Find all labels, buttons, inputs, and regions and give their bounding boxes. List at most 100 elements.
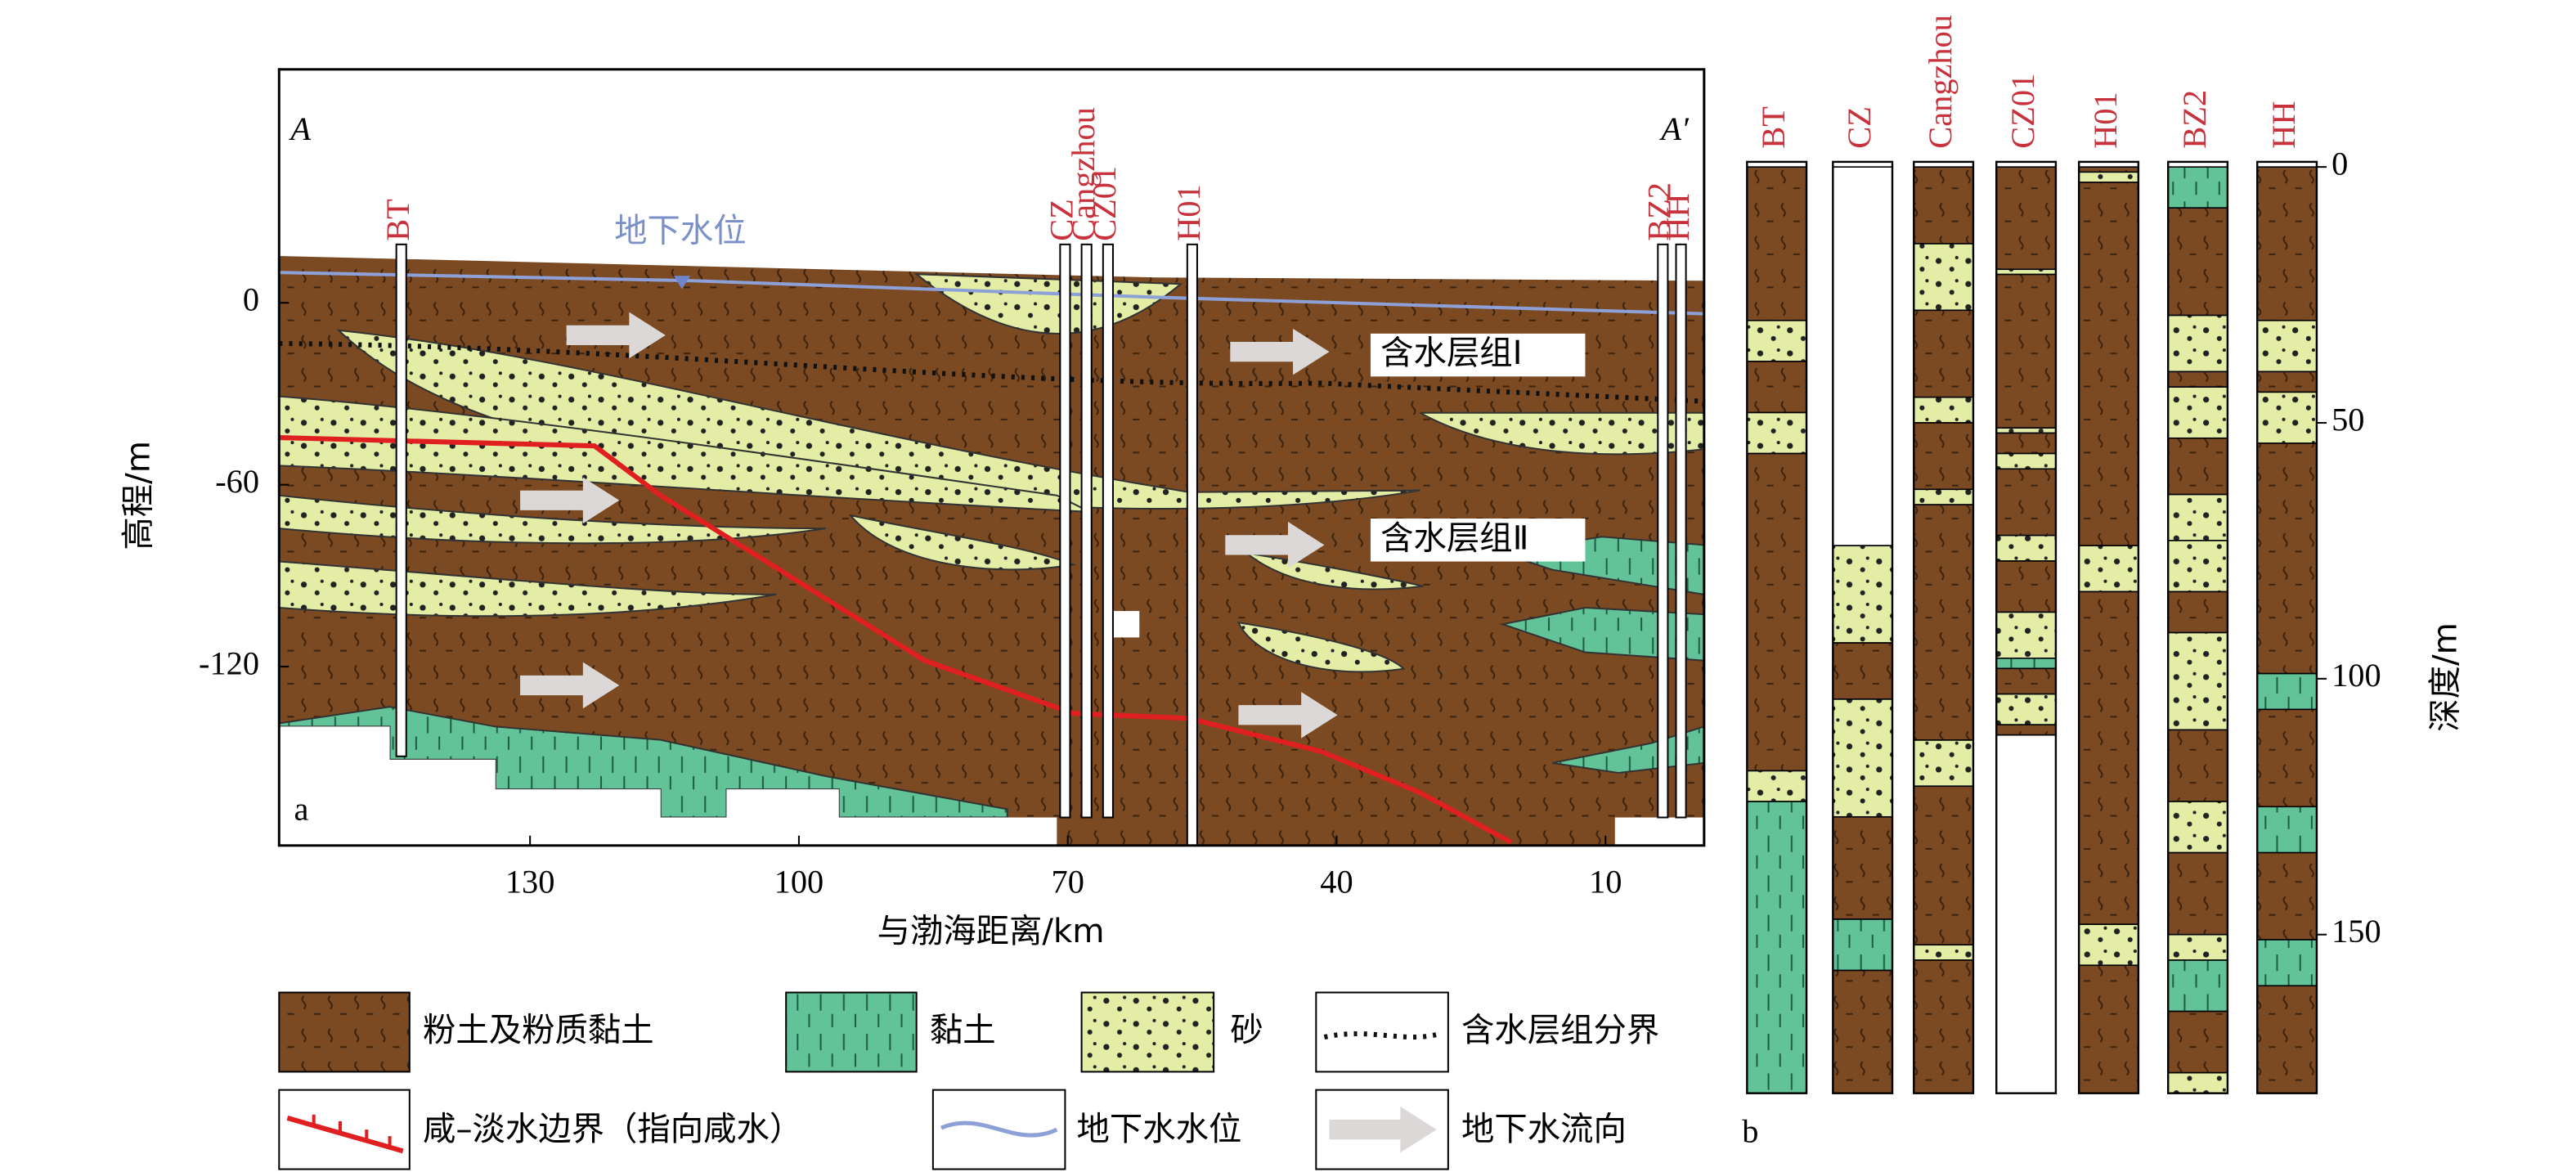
layer	[2167, 166, 2228, 209]
column-label: BT	[1755, 106, 1792, 149]
layer	[2256, 939, 2318, 987]
blank	[1614, 817, 1704, 846]
label-bg	[1370, 519, 1586, 562]
legend-arrow	[1329, 1106, 1437, 1153]
layer	[1832, 969, 1893, 1094]
layer	[1995, 427, 2057, 434]
layer	[2078, 182, 2139, 546]
well	[1080, 243, 1093, 819]
layer	[2256, 806, 2318, 854]
layer	[1832, 815, 1893, 920]
frame	[277, 68, 1706, 847]
layer	[1995, 432, 2057, 455]
layer	[2167, 851, 2228, 936]
legend-line	[940, 1120, 1058, 1138]
legend: 粉土及粉质黏土 黏土 砂 含水层组分界 咸–淡水边界（指向咸水） 地下水水位 地…	[278, 991, 1659, 1170]
legend-ticks	[312, 1114, 392, 1148]
water-table-marker	[673, 276, 691, 290]
well	[395, 243, 407, 757]
column-label: CZ01	[2004, 74, 2041, 149]
layer	[1913, 504, 1974, 741]
depth-tick-label: 0	[2331, 145, 2348, 182]
label-bg	[1370, 333, 1586, 377]
layer	[2256, 851, 2318, 941]
depth-tick-label: 150	[2331, 913, 2381, 950]
column-frame	[1746, 160, 1808, 1094]
water-table	[279, 271, 1704, 316]
layer	[1832, 698, 1893, 818]
legend-label: 地下水水位	[1077, 1110, 1242, 1148]
layer	[2078, 545, 2139, 593]
layer	[1913, 422, 1974, 491]
column-frame	[2077, 160, 2140, 1094]
layer	[1995, 273, 2057, 429]
y-tick-label: 0	[243, 281, 259, 318]
layer	[1995, 560, 2057, 613]
column-frame	[2167, 160, 2229, 1094]
layer	[2167, 1010, 2228, 1074]
layer	[2256, 985, 2318, 1094]
layer	[1995, 658, 2057, 670]
section	[279, 69, 1704, 846]
well	[1059, 243, 1071, 819]
flow-arrow	[520, 477, 620, 524]
layer	[1913, 396, 1974, 424]
well-label: H01	[1170, 184, 1207, 241]
x-tick-label: 10	[1589, 864, 1622, 900]
layer	[2167, 540, 2228, 593]
x-tick-label: 130	[505, 864, 555, 900]
layer	[1913, 243, 1974, 312]
well-label: CZ	[1043, 199, 1080, 241]
flow-arrow	[1230, 328, 1330, 375]
legend-label: 黏土	[930, 1011, 996, 1049]
legend-label: 粉土及粉质黏土	[423, 1011, 654, 1049]
layer	[2078, 923, 2139, 967]
layer	[1746, 452, 1807, 772]
aquifer-boundary	[279, 340, 1704, 404]
layer	[2167, 590, 2228, 634]
layer	[1995, 452, 2057, 470]
layer	[1995, 693, 2057, 725]
layer	[1913, 739, 1974, 788]
layer	[2256, 672, 2318, 711]
x-axis-title: 与渤海距离/km	[877, 912, 1104, 950]
layer	[2167, 631, 2228, 731]
layer	[1995, 667, 2057, 695]
layer	[1913, 488, 1974, 505]
layer	[2167, 370, 2228, 388]
y-tick-label: -60	[215, 463, 259, 500]
x-tick-label: 40	[1320, 864, 1353, 900]
sand	[279, 494, 826, 545]
layer	[1995, 611, 2057, 659]
layer	[2167, 207, 2228, 317]
layer	[2167, 314, 2228, 373]
sand	[1236, 621, 1406, 673]
legend-swatch	[785, 991, 918, 1073]
layer	[1995, 468, 2057, 537]
well	[1186, 243, 1198, 846]
layer	[2167, 801, 2228, 854]
y-tick-label: -120	[199, 644, 259, 681]
layer	[1913, 944, 1974, 961]
flow-arrows	[520, 312, 1338, 739]
column-frame	[1913, 160, 1975, 1094]
column-frame	[2256, 160, 2318, 1094]
layer	[1746, 801, 1807, 1094]
well	[1657, 243, 1669, 819]
layer	[2167, 386, 2228, 439]
layer	[1832, 545, 1893, 644]
x-tick-label: 100	[774, 864, 824, 900]
sand	[913, 273, 1183, 335]
layer	[2167, 729, 2228, 802]
blank	[1112, 611, 1140, 638]
layer	[1913, 309, 1974, 398]
corner-label: A	[288, 110, 311, 147]
well-label: Cangzhou	[1065, 107, 1102, 241]
panel-label: a	[294, 791, 308, 828]
wells	[395, 243, 1687, 846]
depth-tick-label: 100	[2331, 657, 2381, 694]
layer	[2256, 391, 2318, 444]
blank	[279, 726, 1057, 846]
corner-label: A′	[1658, 110, 1690, 147]
